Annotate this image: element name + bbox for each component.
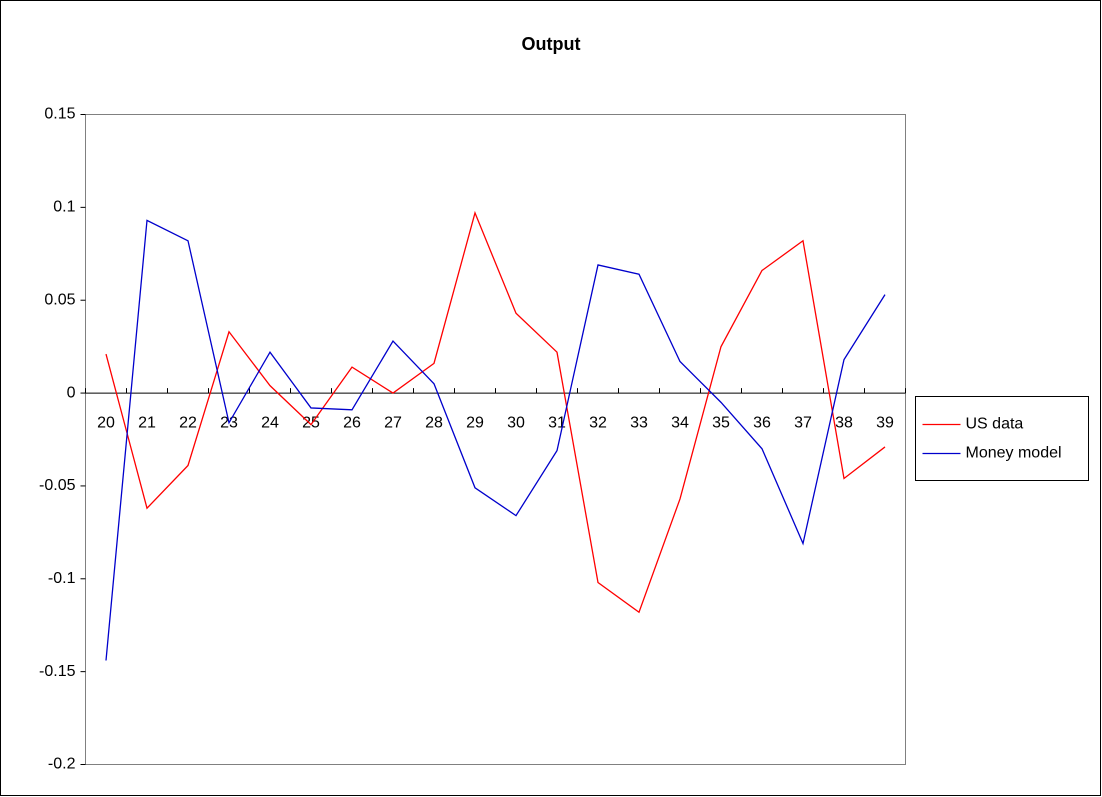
x-tick-label: 32	[589, 414, 607, 431]
x-tick-label: 33	[630, 414, 648, 431]
x-tick-label: 31	[548, 414, 566, 431]
y-tick-label: -0.2	[48, 756, 76, 773]
x-tick-label: 26	[343, 414, 361, 431]
y-tick-label: -0.05	[39, 477, 76, 494]
legend-box	[915, 396, 1089, 481]
plot-area	[85, 114, 906, 765]
x-tick-label: 34	[671, 414, 689, 431]
legend-label: Money model	[966, 445, 1062, 462]
legend-label: US data	[966, 416, 1024, 433]
y-tick-label: 0.05	[44, 291, 75, 308]
y-tick-label: 0.15	[44, 106, 75, 123]
x-tick-label: 39	[876, 414, 894, 431]
x-tick-label: 30	[507, 414, 525, 431]
x-tick-label: 36	[753, 414, 771, 431]
x-tick-label: 37	[794, 414, 812, 431]
x-tick-label: 21	[138, 414, 156, 431]
series-line	[105, 210, 886, 614]
y-tick-label: 0.1	[53, 199, 75, 216]
x-tick-label: 20	[97, 414, 115, 431]
y-tick-label: -0.15	[39, 663, 76, 680]
x-tick-label: 24	[261, 414, 279, 431]
x-tick-label: 22	[179, 414, 197, 431]
x-tick-label: 35	[712, 414, 730, 431]
x-tick-label: 38	[835, 414, 853, 431]
series-line	[105, 219, 886, 661]
x-tick-label: 27	[384, 414, 402, 431]
chart-title: Output	[522, 34, 581, 54]
x-tick-label: 29	[466, 414, 484, 431]
x-tick-label: 28	[425, 414, 443, 431]
y-tick-label: -0.1	[48, 570, 76, 587]
y-tick-label: 0	[67, 384, 76, 401]
